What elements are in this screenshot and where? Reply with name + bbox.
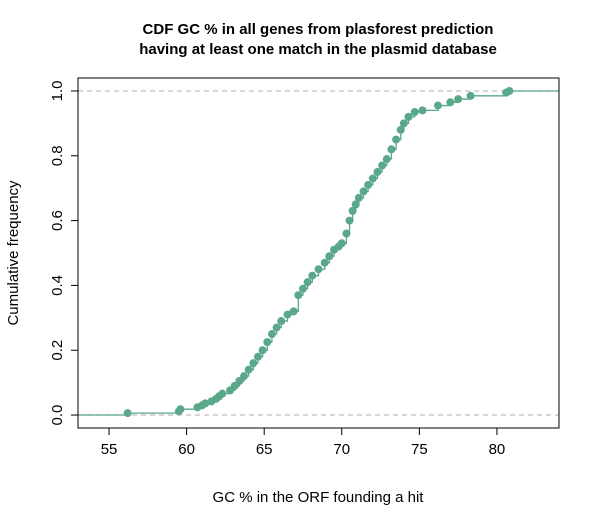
data-point bbox=[418, 106, 427, 115]
data-point bbox=[345, 216, 354, 225]
data-point bbox=[201, 399, 210, 408]
data-point bbox=[410, 108, 419, 117]
chart-title-line2: having at least one match in the plasmid… bbox=[139, 41, 497, 58]
data-point bbox=[342, 229, 351, 238]
data-point bbox=[337, 239, 346, 248]
data-point bbox=[176, 405, 185, 414]
data-point bbox=[277, 317, 286, 326]
data-point bbox=[399, 119, 408, 128]
cdf-step-path bbox=[78, 90, 559, 416]
data-point bbox=[387, 145, 396, 154]
data-point bbox=[267, 330, 276, 339]
data-point bbox=[378, 161, 387, 170]
cdf-step-line bbox=[78, 90, 559, 416]
data-point bbox=[354, 193, 363, 202]
data-point bbox=[359, 187, 368, 196]
data-point bbox=[466, 91, 475, 100]
data-point bbox=[392, 135, 401, 144]
data-points bbox=[123, 86, 514, 418]
data-point bbox=[294, 291, 303, 300]
data-point bbox=[364, 180, 373, 189]
data-point bbox=[218, 389, 227, 398]
data-point bbox=[258, 346, 267, 355]
data-point bbox=[368, 174, 377, 183]
data-point bbox=[396, 125, 405, 134]
data-point bbox=[454, 95, 463, 104]
data-point bbox=[382, 155, 391, 164]
y-tick-label: 0.0 bbox=[49, 405, 66, 426]
data-point bbox=[446, 98, 455, 107]
data-point bbox=[404, 112, 413, 121]
x-tick-label: 65 bbox=[256, 441, 273, 458]
y-tick-label: 0.8 bbox=[49, 145, 66, 166]
y-axis: 0.0 0.2 0.4 0.6 0.8 1.0 bbox=[49, 81, 78, 426]
data-point bbox=[283, 310, 292, 319]
x-tick-label: 80 bbox=[489, 441, 506, 458]
data-point bbox=[123, 409, 132, 418]
data-point bbox=[272, 323, 281, 332]
plot-frame bbox=[77, 77, 560, 429]
data-point bbox=[289, 307, 298, 316]
y-tick-label: 0.6 bbox=[49, 210, 66, 231]
data-point bbox=[249, 359, 258, 368]
x-tick-label: 55 bbox=[101, 441, 118, 458]
y-tick-label: 0.4 bbox=[49, 275, 66, 296]
y-axis-label: Cumulative frequency bbox=[5, 180, 22, 326]
data-point bbox=[263, 338, 272, 347]
x-axis: 55 60 65 70 75 80 bbox=[101, 428, 506, 458]
data-point bbox=[320, 258, 329, 267]
data-point bbox=[303, 278, 312, 287]
data-point bbox=[505, 86, 514, 95]
x-axis-label: GC % in the ORF founding a hit bbox=[213, 489, 425, 506]
x-tick-label: 60 bbox=[178, 441, 195, 458]
data-point bbox=[314, 265, 323, 274]
data-point bbox=[244, 365, 253, 374]
data-point bbox=[433, 101, 442, 110]
x-tick-label: 75 bbox=[411, 441, 428, 458]
reference-lines bbox=[78, 90, 559, 416]
data-point bbox=[373, 167, 382, 176]
y-tick-label: 1.0 bbox=[49, 81, 66, 102]
data-point bbox=[240, 372, 249, 381]
chart-title-line1: CDF GC % in all genes from plasforest pr… bbox=[143, 21, 494, 38]
x-tick-label: 70 bbox=[333, 441, 350, 458]
data-point bbox=[253, 352, 262, 361]
data-point bbox=[298, 284, 307, 293]
data-point bbox=[351, 200, 360, 209]
data-point bbox=[348, 206, 357, 215]
data-point bbox=[325, 252, 334, 261]
data-point bbox=[308, 271, 317, 280]
y-tick-label: 0.2 bbox=[49, 340, 66, 361]
